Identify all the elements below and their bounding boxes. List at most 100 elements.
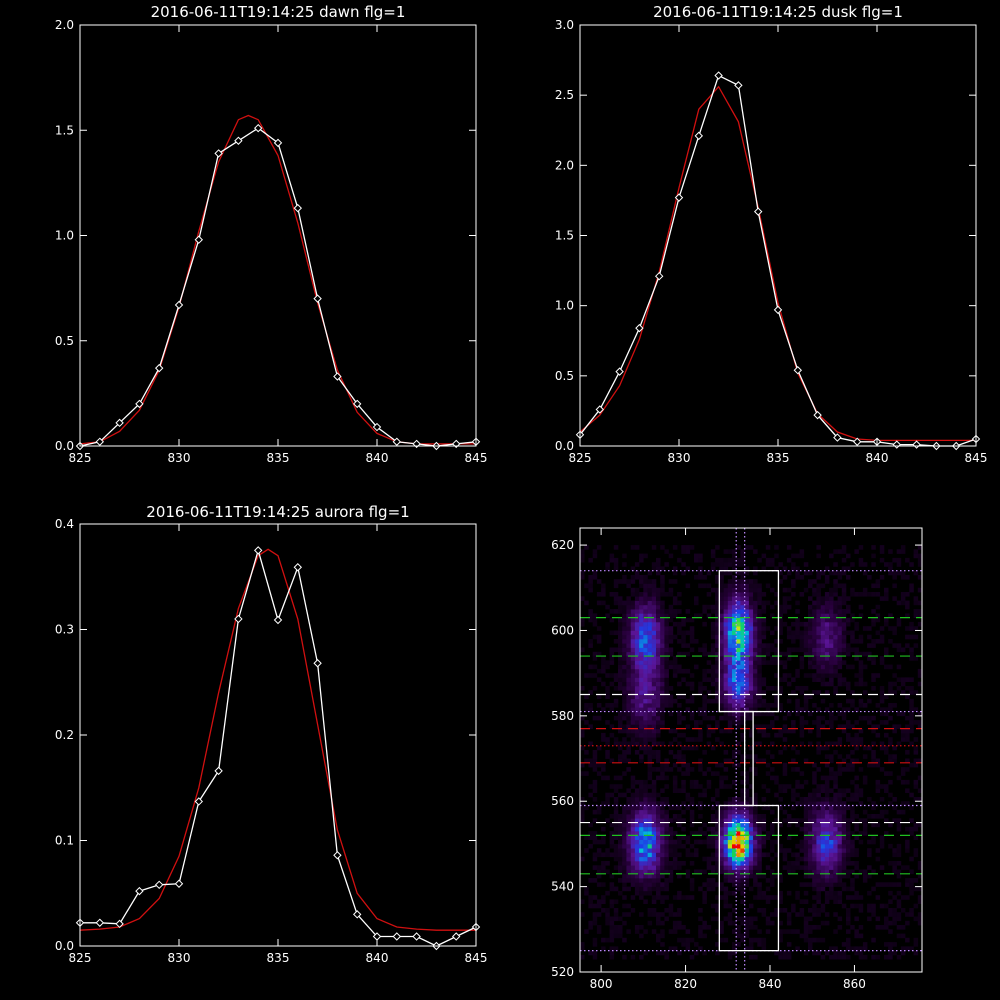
heatmap-cell <box>677 720 682 725</box>
heatmap-cell <box>740 686 745 691</box>
heatmap-cell <box>846 762 851 768</box>
heatmap-cell <box>833 579 838 584</box>
heatmap-cell <box>774 545 779 550</box>
aurora-ytick-label: 0.1 <box>55 834 74 848</box>
heatmap-cell <box>803 950 809 956</box>
heatmap-cell <box>740 613 745 618</box>
heatmap-cell <box>643 737 648 742</box>
heatmap-cell <box>592 575 598 580</box>
heatmap-cell <box>630 882 636 887</box>
aurora-xtick-label: 825 <box>69 951 92 965</box>
heatmap-cell <box>896 562 902 567</box>
heatmap-cell <box>753 630 758 636</box>
heatmap-cell <box>862 809 868 815</box>
heatmap-cell <box>715 575 720 580</box>
heatmap-cell <box>618 848 623 853</box>
heatmap-cell <box>744 656 750 661</box>
heatmap-cell <box>689 843 695 849</box>
heatmap-cell <box>689 878 695 883</box>
heatmap-cell <box>824 613 830 618</box>
heatmap-cell <box>753 673 758 678</box>
heatmap-cell <box>900 809 906 815</box>
heatmap-cell <box>651 583 657 589</box>
heatmap-cell <box>816 690 821 695</box>
heatmap-cell <box>651 621 657 627</box>
heatmap-cell <box>651 545 657 550</box>
heatmap-cell <box>634 711 640 717</box>
heatmap-cell <box>753 656 758 661</box>
heatmap-cell <box>592 762 598 768</box>
heatmap-cell <box>647 869 653 875</box>
heatmap-cell <box>643 715 648 721</box>
heatmap-cell <box>761 946 767 951</box>
heatmap-cell <box>689 882 695 887</box>
heatmap-cell <box>892 916 897 922</box>
heatmap-cell <box>740 630 745 636</box>
heatmap-cell <box>803 779 809 785</box>
heatmap-cell <box>643 882 648 887</box>
heatmap-cell <box>829 771 834 776</box>
heatmap-cell <box>609 839 615 845</box>
heatmap-cell <box>896 570 902 576</box>
heatmap-cell <box>732 779 737 785</box>
heatmap-cell <box>664 549 669 554</box>
heatmap-cell <box>757 698 762 704</box>
heatmap-cell <box>879 784 885 789</box>
heatmap-cell <box>618 647 623 653</box>
heatmap-cell <box>778 613 783 618</box>
heatmap-cell <box>643 720 648 725</box>
heatmap-cell <box>710 562 716 567</box>
heatmap-cell <box>736 933 741 939</box>
heatmap-cell <box>867 839 872 845</box>
heatmap-cell <box>740 814 745 819</box>
heatmap-cell <box>622 869 627 875</box>
heatmap-cell <box>660 899 665 904</box>
heatmap-cell <box>757 694 762 700</box>
heatmap-cell <box>757 600 762 606</box>
heatmap-cell <box>753 707 758 712</box>
heatmap-cell <box>909 805 914 811</box>
heatmap-cell <box>668 617 674 623</box>
heatmap-cell <box>748 621 754 627</box>
heatmap-cell <box>858 562 864 567</box>
heatmap-cell <box>824 861 830 866</box>
heatmap-cell <box>850 878 855 883</box>
heatmap-cell <box>732 801 737 806</box>
heatmap-cell <box>833 604 838 610</box>
heatmap-cell <box>888 843 893 849</box>
heatmap-cell <box>740 668 745 674</box>
heatmap-cell <box>706 583 712 589</box>
heatmap-cell <box>719 703 724 708</box>
heatmap-cell <box>795 929 800 934</box>
heatmap-cell <box>808 741 813 747</box>
heatmap-cell <box>719 557 724 563</box>
heatmap-cell <box>858 703 864 708</box>
heatmap-cell <box>732 822 737 828</box>
heatmap-cell <box>770 882 775 887</box>
heatmap-cell <box>609 724 615 729</box>
heatmap-cell <box>710 835 716 840</box>
heatmap-cell <box>613 741 619 747</box>
heatmap-cell <box>660 647 665 653</box>
heatmap-cell <box>736 750 741 755</box>
heatmap-cell <box>829 643 834 648</box>
heatmap-cell <box>761 826 767 832</box>
heatmap-cell <box>748 869 754 875</box>
heatmap-cell <box>791 805 796 811</box>
heatmap-cell <box>782 737 788 742</box>
heatmap-cell <box>765 750 771 755</box>
heatmap-cell <box>723 690 729 695</box>
heatmap-cell <box>647 698 653 704</box>
heatmap-cell <box>778 822 783 828</box>
heatmap-cell <box>723 916 729 922</box>
heatmap-cell <box>748 728 754 734</box>
heatmap-cell <box>605 660 610 665</box>
heatmap-cell <box>668 579 674 584</box>
heatmap-cell <box>812 925 817 930</box>
heatmap-cell <box>753 583 758 589</box>
heatmap-cell <box>656 660 661 665</box>
heatmap-cell <box>630 690 636 695</box>
heatmap-cell <box>871 903 876 909</box>
heatmap-cell <box>829 852 834 858</box>
heatmap-cell <box>829 634 834 640</box>
